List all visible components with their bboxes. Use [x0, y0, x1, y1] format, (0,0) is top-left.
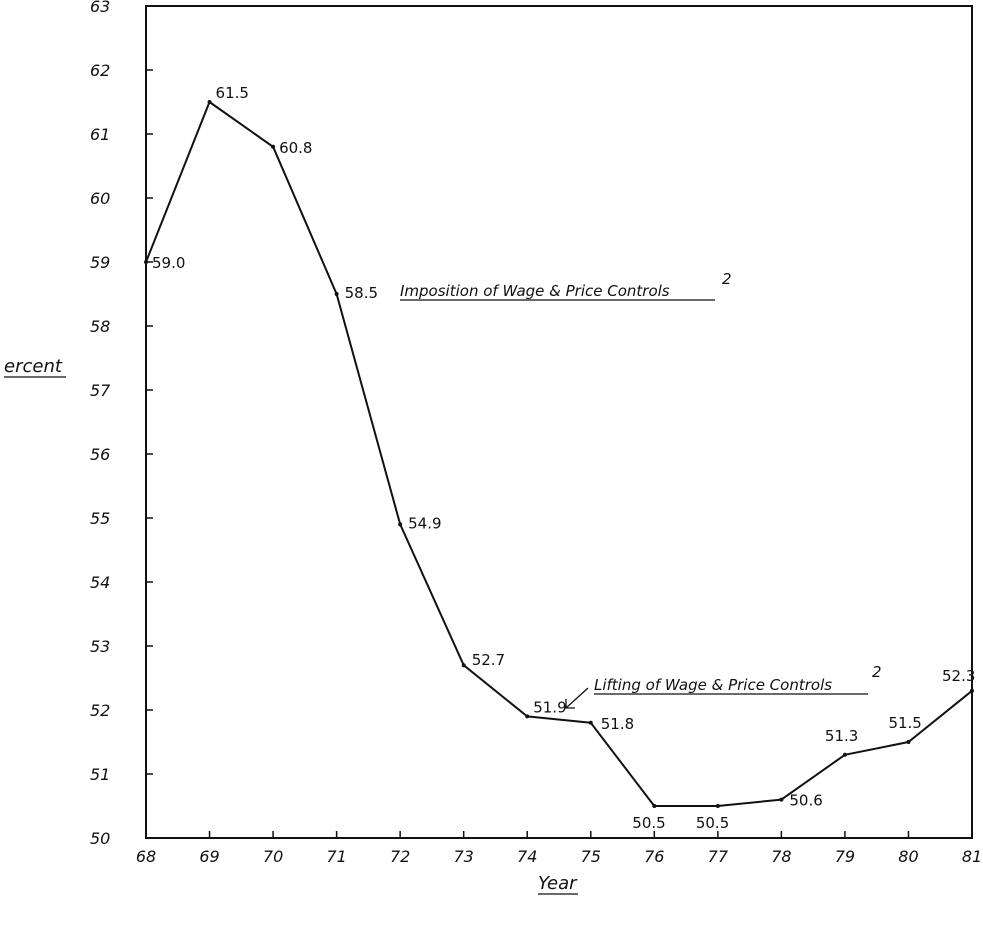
x-tick-label: 78	[771, 847, 791, 866]
y-tick-label: 60	[90, 189, 110, 208]
y-tick-label: 63	[90, 0, 110, 16]
x-tick-label: 70	[263, 847, 283, 866]
data-point	[271, 144, 276, 149]
x-tick-label: 69	[199, 847, 219, 866]
annotation-imposition-superscript: 2	[722, 270, 732, 288]
annotation-lifting-arrowhead	[565, 699, 575, 709]
data-point	[398, 522, 403, 527]
y-tick-label: 52	[90, 701, 110, 720]
x-tick-label: 80	[898, 847, 918, 866]
data-labels: 59.0 61.5 60.8 58.5 54.9 52.7 51.9 51.8 50.5 50.5…	[152, 84, 975, 832]
y-axis-label: ercent	[4, 356, 63, 377]
annotation-lifting-text: Lifting of Wage & Price Controls	[594, 676, 832, 694]
data-label: 51.3	[825, 727, 858, 745]
data-point	[461, 663, 466, 668]
annotation-imposition: Imposition of Wage & Price Controls 2	[400, 270, 732, 301]
x-tick-label: 77	[708, 847, 729, 866]
data-point	[207, 100, 212, 104]
annotation-lifting-arrow	[565, 687, 589, 709]
x-tick-label: 75	[581, 847, 601, 866]
y-tick-label: 55	[90, 509, 110, 528]
annotation-lifting: Lifting of Wage & Price Controls 2	[565, 663, 882, 709]
data-label: 58.5	[345, 284, 378, 302]
data-point	[588, 720, 593, 725]
data-label: 61.5	[216, 84, 249, 102]
x-tick-label: 79	[835, 847, 855, 866]
x-tick-label: 74	[517, 847, 537, 866]
data-label: 52.7	[472, 651, 505, 669]
plot-frame	[145, 5, 973, 839]
data-points	[144, 100, 974, 808]
data-point	[715, 804, 720, 808]
data-point	[779, 797, 784, 802]
x-axis-label: Year	[538, 873, 578, 894]
annotation-lifting-superscript: 2	[872, 663, 882, 681]
x-tick-label: 73	[454, 847, 474, 866]
data-label: 52.3	[942, 667, 975, 685]
y-tick-label: 54	[90, 573, 110, 592]
y-tick-label: 61	[90, 125, 110, 144]
x-tick-label: 81	[962, 847, 982, 866]
data-label: 50.5	[696, 814, 729, 832]
annotation-imposition-text: Imposition of Wage & Price Controls	[400, 282, 670, 300]
x-tick-label: 72	[390, 847, 410, 866]
data-point	[334, 292, 339, 296]
y-tick-label: 59	[90, 253, 110, 272]
x-tick-label: 71	[326, 847, 346, 866]
y-tick-label: 50	[90, 829, 110, 848]
y-tick-label: 58	[90, 317, 110, 336]
data-label: 51.9	[533, 698, 566, 716]
data-point	[525, 714, 530, 719]
data-point	[144, 260, 148, 264]
data-point	[970, 688, 974, 693]
x-tick-label: 68	[136, 847, 156, 866]
data-point	[652, 804, 657, 808]
y-axis: 50 51 52 53 54 55 56 57 58 59 60 61 62 63	[90, 0, 153, 848]
y-tick-label: 62	[90, 61, 110, 80]
data-label: 54.9	[408, 514, 441, 532]
y-tick-label: 57	[90, 381, 111, 400]
data-point	[842, 752, 847, 757]
y-tick-label: 51	[90, 765, 110, 784]
data-label: 50.5	[632, 814, 665, 832]
data-label: 51.8	[601, 715, 634, 733]
data-label: 50.6	[789, 792, 822, 810]
data-label: 59.0	[152, 254, 185, 272]
data-point	[906, 740, 911, 744]
data-label: 60.8	[279, 139, 312, 157]
series-line	[145, 101, 973, 807]
y-tick-label: 56	[90, 445, 110, 464]
data-label: 51.5	[888, 714, 921, 732]
x-axis: 68 69 70 71 72 73 74 75 76 77 78 79 80 81	[136, 831, 982, 866]
x-tick-label: 76	[644, 847, 664, 866]
y-tick-label: 53	[90, 637, 110, 656]
